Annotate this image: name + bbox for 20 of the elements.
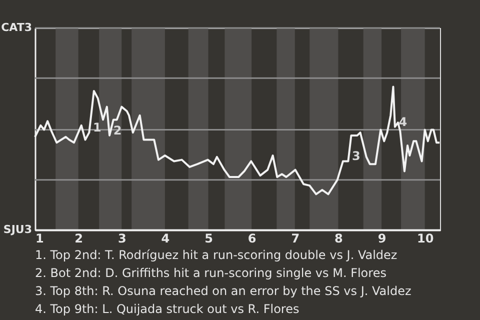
x-tick-label: 3	[118, 232, 126, 246]
x-tick-label: 4	[161, 232, 170, 246]
x-tick-label: 9	[378, 232, 386, 246]
x-tick-label: 2	[74, 232, 83, 246]
annotation: 3	[352, 149, 360, 164]
x-tick-label: 10	[416, 232, 434, 246]
x-tick-label: 7	[291, 232, 300, 246]
text: 4. Top 9th: L. Quijada struck out vs R. Flores	[35, 302, 300, 316]
text: 2. Bot 2nd: D. Griffiths hit a run-scoring single vs M. Flores	[35, 266, 386, 280]
annotation: 4	[398, 114, 408, 129]
x-tick-label: 6	[248, 232, 256, 246]
annotation: 2	[113, 123, 122, 138]
text: 3. Top 8th: R. Osuna reached on an error by the SS vs J. Valdez	[35, 284, 412, 298]
text: 1. Top 2nd: T. Rodríguez hit a run-scoring double vs J. Valdez	[35, 248, 398, 262]
x-tick-label: 1	[36, 232, 44, 246]
annotation: 1	[92, 120, 102, 135]
ref-line-label: CAT3	[1, 21, 32, 34]
x-tick-label: 8	[334, 232, 343, 246]
x-tick-label: 5	[204, 232, 213, 246]
ref-line-label: SJU3	[3, 223, 32, 236]
